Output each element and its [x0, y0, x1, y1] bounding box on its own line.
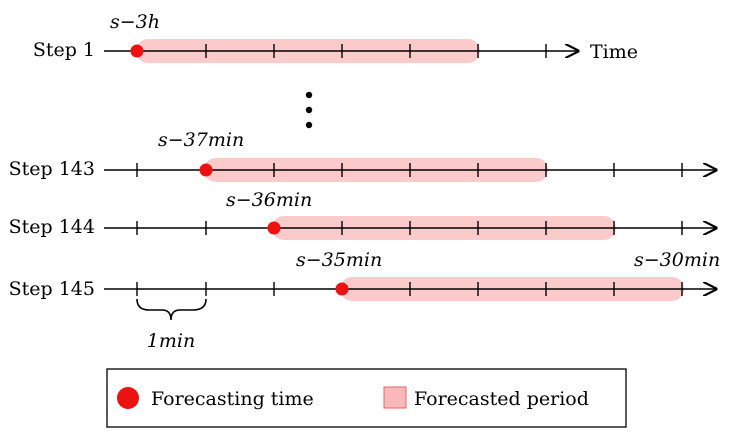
row-label: Step 143	[9, 158, 95, 180]
start-label: s−35min	[296, 249, 382, 271]
vertical-ellipsis	[305, 91, 313, 129]
forecasting-time-point	[130, 44, 144, 58]
timeline-row-step-145: Step 145 s−35min s−30min 1min	[9, 249, 721, 352]
forecasting-time-point	[267, 221, 281, 235]
legend-forecasted-period: Forecasted period	[414, 388, 589, 410]
time-label: Time	[590, 41, 638, 63]
timeline-row-step-1: Step 1 s−3h Time	[33, 11, 638, 63]
start-label: s−3h	[110, 11, 160, 33]
red-circle-icon	[117, 387, 139, 409]
start-label: s−37min	[158, 129, 244, 151]
ellipsis-dot	[305, 91, 313, 99]
start-label: s−36min	[226, 189, 312, 211]
legend-forecasting-time: Forecasting time	[151, 388, 314, 410]
legend-box	[106, 368, 627, 428]
unit-label: 1min	[147, 330, 195, 352]
ticks	[136, 221, 683, 235]
row-label: Step 145	[9, 278, 95, 300]
interval-brace	[136, 298, 207, 321]
ticks	[136, 282, 683, 296]
timeline-row-step-144: Step 144 s−36min	[9, 189, 716, 240]
end-label: s−30min	[634, 249, 720, 271]
pink-rectangle-icon	[383, 386, 407, 409]
ellipsis-dot	[305, 106, 313, 114]
forecasting-time-point	[199, 163, 213, 177]
ticks	[205, 44, 547, 58]
legend: Forecasting time Forecasted period	[106, 368, 627, 428]
ellipsis-dot	[305, 121, 313, 129]
timeline-row-step-143: Step 143 s−37min	[9, 129, 716, 182]
row-label: Step 1	[33, 39, 95, 61]
ticks	[136, 163, 683, 177]
row-label: Step 144	[9, 216, 95, 238]
forecasting-time-point	[335, 282, 349, 296]
